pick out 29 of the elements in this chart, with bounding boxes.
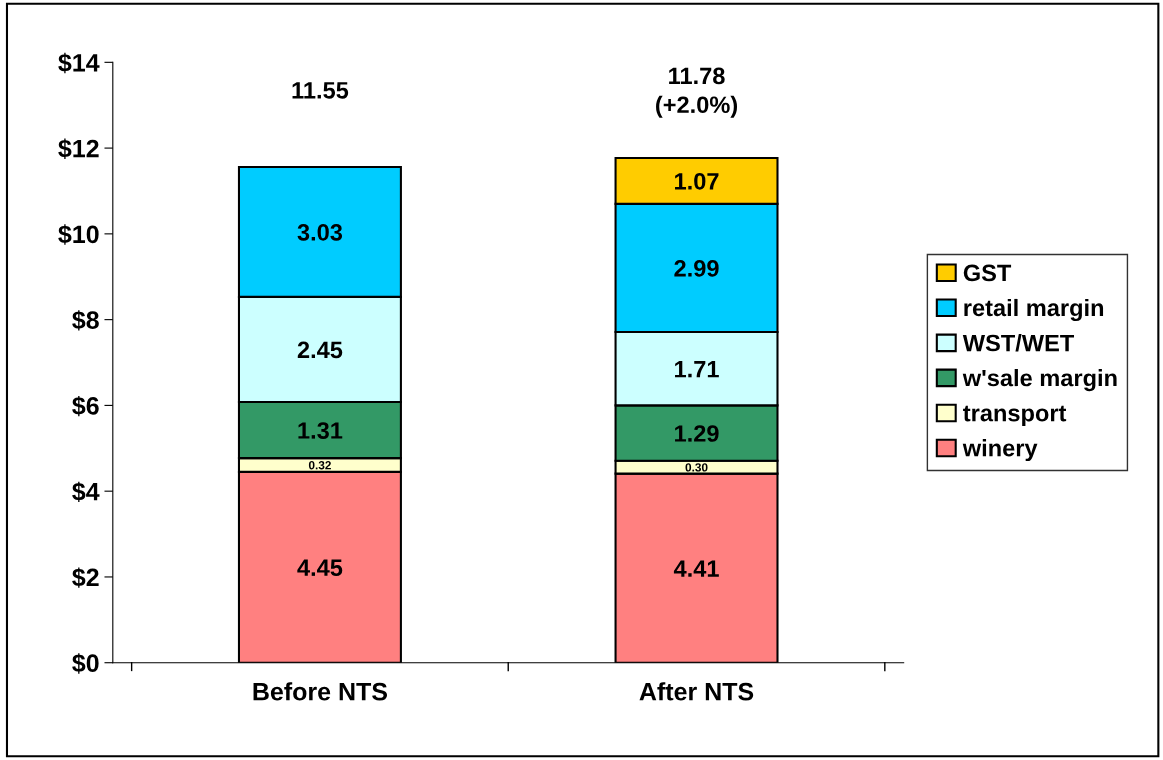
legend-label: WST/WET <box>962 334 1075 352</box>
x-tick-label: Before NTS <box>253 682 388 701</box>
data-label: 1.29 <box>675 425 719 442</box>
total-label: 11.55 <box>292 82 349 99</box>
legend-label: winery <box>962 439 1038 462</box>
y-tick-label: $10 <box>58 224 99 245</box>
data-label: 0.30 <box>685 463 708 472</box>
y-tick-label: $0 <box>72 653 99 674</box>
legend-label: w'sale margin <box>962 369 1117 392</box>
data-label: 3.03 <box>297 224 343 241</box>
legend-label: retail margin <box>964 298 1104 322</box>
y-tick-label: $8 <box>72 310 99 331</box>
data-label: 1.31 <box>298 422 343 439</box>
data-label: 1.71 <box>675 361 719 378</box>
data-label: 2.45 <box>297 341 343 359</box>
data-label: 2.99 <box>674 260 719 277</box>
legend-label: transport <box>963 405 1067 427</box>
y-tick-label: $2 <box>72 567 99 588</box>
legend-label: GST <box>963 264 1012 282</box>
y-tick-label: $6 <box>72 395 99 417</box>
data-label: 4.41 <box>673 560 719 577</box>
data-label: 4.45 <box>297 559 343 577</box>
y-tick-label: $12 <box>58 138 99 160</box>
data-label: 0.32 <box>308 461 331 470</box>
data-label: 1.07 <box>675 172 719 190</box>
x-tick-label: After NTS <box>639 682 754 701</box>
total-label: 11.78 (+2.0%) <box>656 67 738 118</box>
y-tick-label: $4 <box>72 481 100 503</box>
y-tick-label: $14 <box>58 52 100 74</box>
